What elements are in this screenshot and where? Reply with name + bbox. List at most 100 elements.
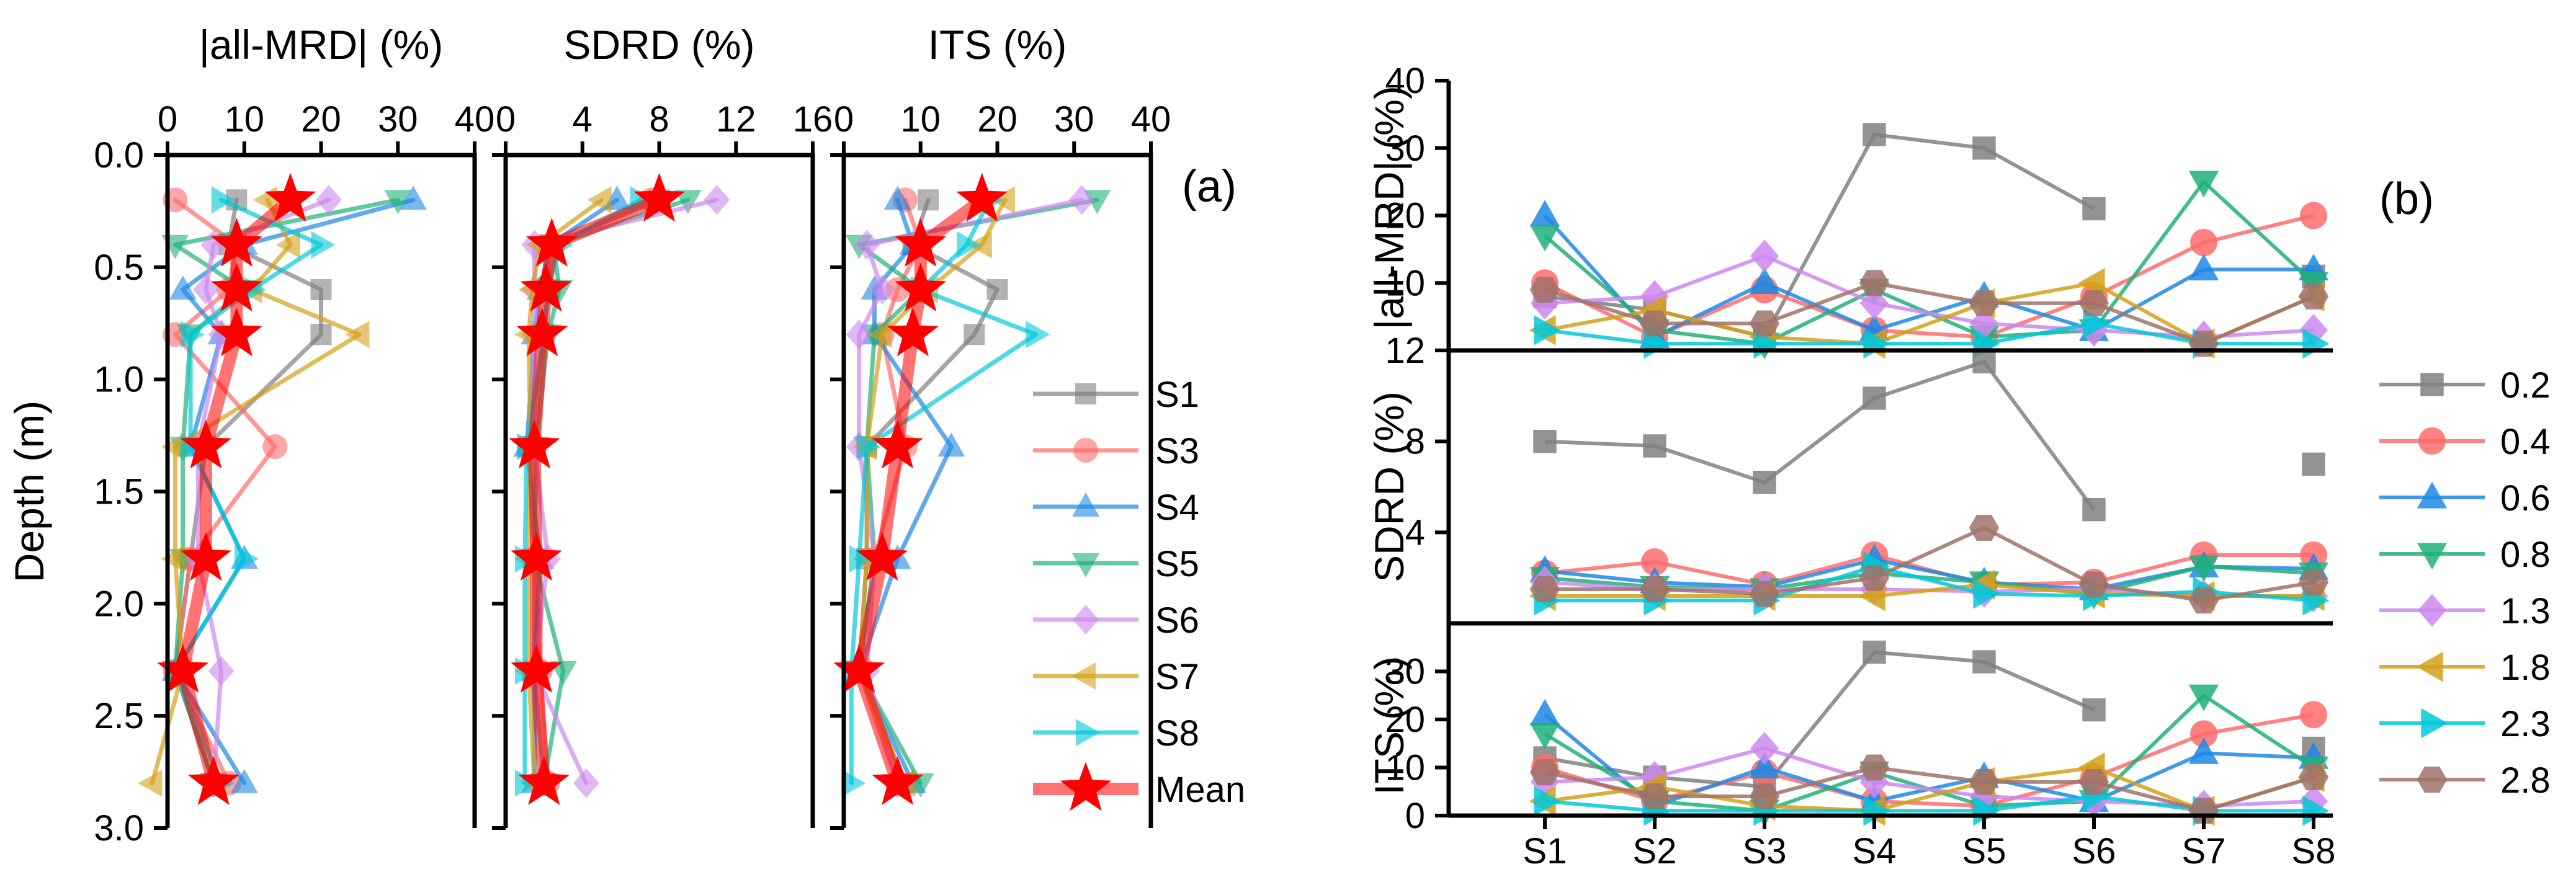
- x-tick-label: 20: [301, 99, 341, 140]
- subplot-title: ITS (%): [928, 22, 1067, 68]
- data-point-0-6-0: [1529, 200, 1560, 227]
- x-tick-label: 10: [900, 99, 941, 140]
- subplot-title: SDRD (%): [564, 22, 755, 68]
- x-tick-label: S6: [2072, 831, 2116, 871]
- x-tick-label: 0: [496, 99, 516, 140]
- data-point-s7-3: [867, 321, 892, 349]
- data-point-mean-4: [872, 419, 923, 469]
- legend-item-0-4: 0.4: [2379, 422, 2551, 462]
- data-point-mean-0: [633, 172, 685, 222]
- data-point-mean-2: [520, 262, 572, 312]
- legend-marker-0-8: [2417, 543, 2448, 570]
- data-point-mean-3: [211, 307, 262, 357]
- series-line-2-3: [1544, 321, 2314, 346]
- y-tick-label: 4: [1405, 512, 1425, 553]
- data-point-2-8-1: [1639, 310, 1670, 337]
- x-tick-label: S7: [2182, 831, 2226, 871]
- series-line-s5: [172, 197, 400, 786]
- legend-item-1-8: 1.8: [2379, 648, 2551, 688]
- y-tick-label: 0.5: [94, 247, 144, 288]
- x-tick-label: 40: [455, 99, 495, 140]
- panel-b-label: (b): [2379, 174, 2434, 224]
- data-point-mean-7: [518, 756, 570, 805]
- data-point-0-6-6: [2188, 737, 2219, 764]
- data-point-2-3-4: [1973, 796, 2000, 826]
- series-line-1-8: [1544, 765, 2314, 813]
- data-point-mean-0: [956, 172, 1008, 222]
- data-point-0-8-0: [1529, 723, 1560, 750]
- data-point-0-8-0: [1529, 225, 1560, 252]
- data-point-s8-4: [857, 433, 882, 461]
- data-point-2-3-7: [2302, 796, 2330, 826]
- data-point-s7-5: [161, 545, 186, 572]
- subplot-a-3: 0 10 20 30 40 ITS (%): [830, 22, 1171, 830]
- data-point-0-2-3: [1863, 640, 1886, 664]
- data-point-2-8-3: [1859, 564, 1890, 591]
- legend-item-2-3: 2.3: [2379, 704, 2551, 744]
- data-point-s4-7: [230, 768, 258, 793]
- data-point-s3-4: [262, 434, 288, 460]
- data-point-0-2-5: [2082, 497, 2106, 522]
- data-point-s4-4: [937, 432, 965, 457]
- data-point-0-2-5: [2082, 197, 2106, 221]
- data-point-0-6-0: [1529, 699, 1560, 726]
- data-point-1-3-1: [1640, 280, 1670, 313]
- data-point-1-3-3: [1859, 765, 1889, 799]
- data-point-s7-3: [345, 321, 370, 349]
- data-point-s8-0: [211, 186, 236, 214]
- legend-label: S8: [1155, 713, 1199, 754]
- legend-label: S4: [1155, 487, 1199, 528]
- data-point-2-3-0: [1534, 315, 1561, 345]
- x-tick-label: 8: [649, 99, 669, 140]
- x-tick-label: 30: [378, 99, 418, 140]
- series-mean: [157, 172, 316, 805]
- data-point-mean-7: [187, 756, 239, 805]
- data-point-s6-2: [869, 275, 895, 305]
- y-axis-label: Depth (m): [6, 401, 52, 582]
- data-point-0-4-7: [2300, 701, 2327, 729]
- panel-b: 10 20 30 40|all-MRD| (%) 4 8 12 SDRD (%) 0 10 20 30…: [1366, 61, 2551, 871]
- data-point-mean-2: [211, 262, 262, 312]
- data-point-2-8-6: [2188, 587, 2219, 614]
- legend-item-mean: Mean: [1033, 762, 1245, 811]
- data-point-mean-1: [525, 218, 578, 267]
- subplot-b-2: 4 8 12 SDRD (%): [1366, 331, 2330, 616]
- data-point-2-8-5: [2078, 768, 2109, 795]
- legend-item-s6: S6: [1033, 600, 1199, 641]
- data-point-2-8-2: [1749, 581, 1780, 607]
- legend-label: S5: [1155, 544, 1199, 584]
- legend-label: S6: [1155, 600, 1199, 641]
- legend-label: 0.4: [2500, 422, 2551, 462]
- data-point-mean-3: [887, 307, 939, 357]
- data-point-s1-2: [310, 279, 332, 300]
- data-point-s6-3: [846, 319, 872, 350]
- legend-label: S3: [1155, 431, 1199, 471]
- data-point-mean-6: [157, 644, 209, 693]
- legend-marker-0-2: [2420, 373, 2444, 396]
- data-point-mean-6: [833, 644, 885, 693]
- data-point-s4-0: [883, 185, 911, 210]
- series-line-s7: [526, 197, 604, 786]
- series-line-2-3: [1545, 564, 2314, 603]
- data-point-2-8-3: [1859, 270, 1890, 296]
- data-point-2-3-4: [1973, 579, 2000, 609]
- legend-item-s7: S7: [1033, 657, 1199, 697]
- panel-a-label: (a): [1182, 162, 1237, 211]
- legend-item-s5: S5: [1033, 544, 1199, 584]
- legend-marker-1-8: [2416, 651, 2443, 682]
- legend-item-s8: S8: [1033, 713, 1199, 754]
- y-tick-label: 30: [1385, 652, 1425, 692]
- series-depth-2-8: [1529, 515, 2329, 614]
- legend-label: S1: [1155, 375, 1199, 415]
- data-point-0-2-5: [2082, 698, 2106, 722]
- legend-marker-s1: [1075, 383, 1096, 404]
- legend-label: S7: [1155, 657, 1199, 697]
- y-tick-label: 8: [1405, 422, 1425, 462]
- data-point-s8-7: [841, 769, 866, 797]
- data-point-1-3-2: [1750, 732, 1779, 765]
- data-point-s4-0: [400, 185, 427, 210]
- data-point-0-8-6: [2188, 684, 2219, 711]
- data-point-0-8-6: [2188, 171, 2219, 198]
- series-s7: [514, 186, 612, 797]
